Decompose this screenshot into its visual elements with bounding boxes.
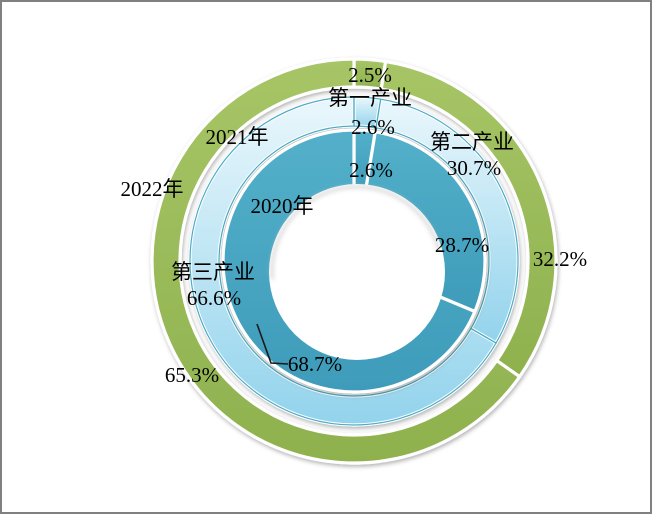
ring-2021年: [188, 95, 520, 427]
label-inner-p1-pct: 2.6%: [349, 158, 393, 182]
label-year-2020: 2020年: [251, 194, 314, 218]
label-middle-p1-pct: 2.6%: [351, 115, 395, 139]
ring-2022年: [150, 57, 558, 465]
label-inner-p2-pct: 28.7%: [435, 233, 489, 257]
leader-line-inner-p3: [256, 323, 289, 365]
label-cat-industry2: 第二产业: [430, 130, 514, 154]
slice-2022年-第三产业: [150, 57, 522, 465]
label-middle-p2-pct: 30.7%: [447, 156, 501, 180]
label-outer-p3-pct: 65.3%: [165, 363, 219, 387]
label-middle-p3-pct: 66.6%: [187, 286, 241, 310]
label-outer-p1-pct: 2.5%: [348, 63, 392, 87]
label-outer-p2-pct: 32.2%: [533, 247, 587, 271]
label-cat-industry1: 第一产业: [328, 86, 412, 110]
hole-inner-shadow: [270, 185, 441, 280]
label-year-2022: 2022年: [121, 177, 184, 201]
label-inner-p3-pct: 68.7%: [288, 352, 342, 376]
slice-outline-2021年-第三产业: [189, 96, 497, 426]
label-cat-industry3: 第三产业: [171, 260, 255, 284]
label-year-2021: 2021年: [206, 125, 269, 149]
donut-hole: [269, 184, 445, 360]
